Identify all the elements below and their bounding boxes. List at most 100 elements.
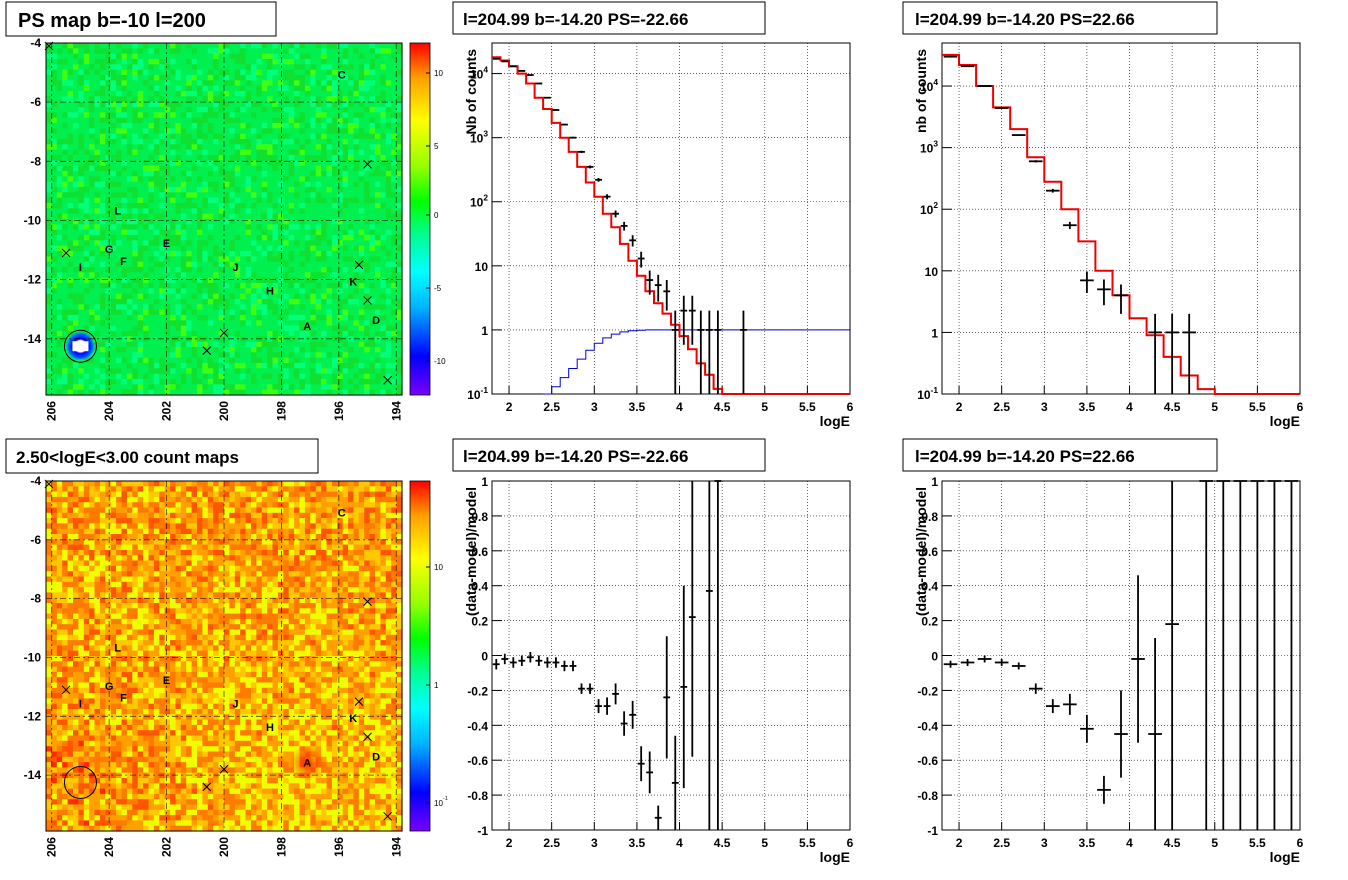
title-spectrum-1: l=204.99 b=-14.20 PS=-22.66 <box>463 10 688 29</box>
y-tick-label: -6 <box>30 95 41 109</box>
source-label: K <box>349 713 357 725</box>
x-axis-label: logE <box>1270 849 1300 865</box>
x-tick-label: 3.5 <box>629 400 646 414</box>
data-point <box>995 108 1009 109</box>
y-tick-label: -14 <box>24 332 42 346</box>
data-point <box>1012 134 1026 135</box>
y-tick-label: -0.4 <box>467 719 488 733</box>
y-tick-label: -14 <box>24 768 42 782</box>
source-label: I <box>79 698 82 710</box>
y-tick-label: 103 <box>920 139 938 156</box>
y-axis-label: Nb of counts <box>463 49 479 135</box>
source-label: G <box>105 244 114 256</box>
y-tick-label: -4 <box>30 474 41 488</box>
x-tick-label: 3.5 <box>629 836 646 850</box>
title-box-spectrum-2: l=204.99 b=-14.20 PS=22.66 <box>903 2 1217 34</box>
x-tick-label: 200 <box>217 401 231 421</box>
data-point <box>527 75 534 76</box>
title-box-spectrum-1: l=204.99 b=-14.20 PS=-22.66 <box>453 2 765 34</box>
colorbar-tick-label: 10 <box>434 69 443 78</box>
x-tick-label: 4.5 <box>1164 400 1181 414</box>
colorbar <box>410 43 430 395</box>
x-tick-label: 2.5 <box>543 836 560 850</box>
source-label: K <box>349 277 357 289</box>
source-label: A <box>303 321 311 333</box>
x-tick-label: 4.5 <box>714 400 731 414</box>
x-tick-label: 2.5 <box>543 400 560 414</box>
y-axis-label: (data-model)/model <box>463 487 479 616</box>
title-box-residual-1: l=204.99 b=-14.20 PS=-22.66 <box>453 439 765 471</box>
y-tick-label: 10 <box>475 260 489 274</box>
x-tick-label: 5 <box>761 400 768 414</box>
y-tick-label: 102 <box>470 193 488 210</box>
source-label: C <box>338 507 346 519</box>
x-tick-label: 5.5 <box>799 836 816 850</box>
y-tick-label: -1 <box>927 824 938 838</box>
x-tick-label: 206 <box>45 401 59 421</box>
x-tick-label: 200 <box>217 837 231 857</box>
y-tick-label: 0 <box>931 650 938 664</box>
title-spectrum-2: l=204.99 b=-14.20 PS=22.66 <box>915 10 1135 29</box>
data-point <box>553 109 560 110</box>
y-tick-label: -6 <box>30 533 41 547</box>
x-tick-label: 4 <box>1126 836 1133 850</box>
x-tick-label: 198 <box>274 401 288 421</box>
x-tick-label: 4 <box>1126 400 1133 414</box>
x-tick-label: 198 <box>274 837 288 857</box>
source-label: D <box>372 315 380 327</box>
source-label: E <box>163 238 170 250</box>
x-tick-label: 2 <box>956 836 963 850</box>
y-tick-label: -0.8 <box>467 789 488 803</box>
title-residual-2: l=204.99 b=-14.20 PS=22.66 <box>915 447 1135 466</box>
x-axis-label: logE <box>1270 413 1300 429</box>
y-tick-label: -0.8 <box>917 789 938 803</box>
title-residual-1: l=204.99 b=-14.20 PS=-22.66 <box>463 447 688 466</box>
x-tick-label: 5.5 <box>1249 836 1266 850</box>
point-source-core <box>72 341 88 351</box>
source-label: H <box>266 722 274 734</box>
x-tick-label: 194 <box>389 837 403 857</box>
colorbar-tick-label: 10-1 <box>434 796 448 808</box>
x-tick-label: 6 <box>847 400 854 414</box>
source-label: J <box>232 698 238 710</box>
title-psmap: PS map b=-10 l=200 <box>18 10 206 32</box>
x-tick-label: 204 <box>102 837 116 857</box>
title-countmap: 2.50<logE<3.00 count maps <box>16 448 239 467</box>
x-tick-label: 3 <box>1041 400 1048 414</box>
source-label: E <box>163 675 170 687</box>
y-tick-label: -0.6 <box>917 754 938 768</box>
x-tick-label: 194 <box>389 401 403 421</box>
data-point <box>1029 160 1043 162</box>
data-point <box>561 124 568 125</box>
data-point <box>570 137 577 139</box>
data-point <box>518 71 525 72</box>
y-tick-label: 10-1 <box>917 385 938 402</box>
x-tick-label: 2 <box>506 400 513 414</box>
x-tick-label: 4.5 <box>714 836 731 850</box>
x-tick-label: 6 <box>1297 400 1304 414</box>
data-point <box>978 86 992 87</box>
source-label: L <box>114 206 121 218</box>
y-tick-label: 10-1 <box>467 385 488 402</box>
y-tick-label: 1 <box>481 475 488 489</box>
x-tick-label: 3 <box>1041 836 1048 850</box>
source-label: C <box>338 69 346 81</box>
x-tick-label: 5 <box>1211 836 1218 850</box>
source-label: A <box>303 757 311 769</box>
colorbar-tick-label: -5 <box>434 284 442 293</box>
y-tick-label: -12 <box>24 709 42 723</box>
data-point <box>535 83 542 84</box>
x-tick-label: 202 <box>160 837 174 857</box>
x-tick-label: 2 <box>956 400 963 414</box>
source-label: L <box>114 643 121 655</box>
x-tick-label: 5 <box>761 836 768 850</box>
y-tick-label: 1 <box>481 324 488 338</box>
title-box-psmap: PS map b=-10 l=200 <box>6 2 276 36</box>
x-tick-label: 202 <box>160 401 174 421</box>
x-tick-label: 5.5 <box>799 400 816 414</box>
x-tick-label: 4.5 <box>1164 836 1181 850</box>
